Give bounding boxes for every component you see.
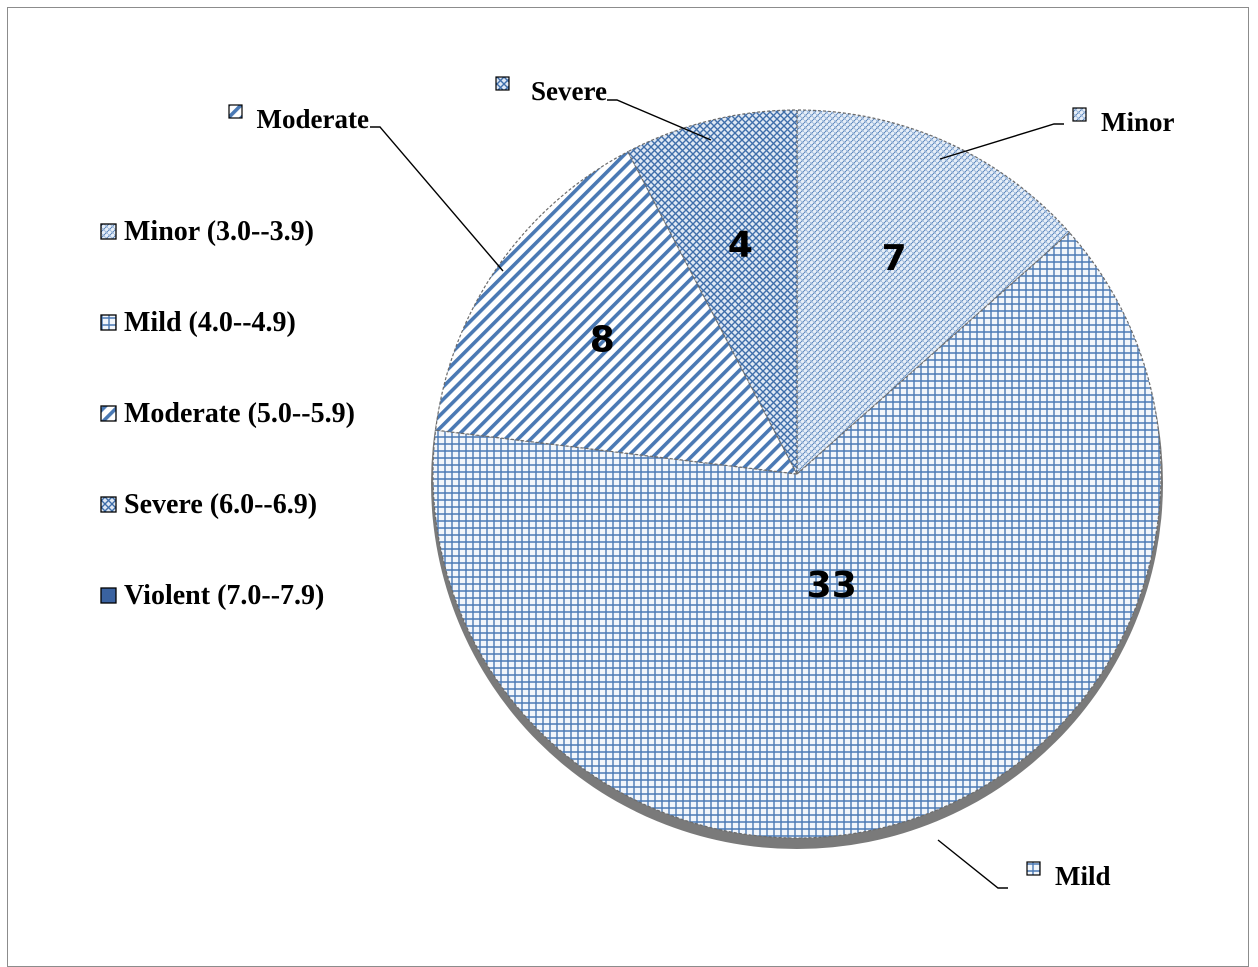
legend-swatch — [100, 405, 117, 422]
value-label-minor: 7 — [882, 238, 907, 279]
leader-line-moderate — [370, 126, 504, 272]
pie-slice-severe — [627, 109, 798, 475]
slice-label-mild: Mild — [1026, 861, 1111, 891]
leader-line-minor — [939, 123, 1064, 160]
legend-entry-4: Severe (6.0--6.9) — [100, 489, 317, 520]
slice-label-text-mild: Mild — [1055, 861, 1111, 891]
slice-label-swatch-severe — [495, 76, 510, 91]
legend-label: Minor (3.0--3.9) — [124, 216, 314, 247]
legend-swatch — [100, 496, 117, 513]
legend-label: Severe (6.0--6.9) — [124, 489, 317, 520]
legend-swatch — [100, 314, 117, 331]
slice-label-text-minor: Minor — [1101, 107, 1175, 137]
value-label-moderate: 8 — [590, 320, 615, 361]
slice-label-moderate: Moderate — [228, 104, 369, 134]
legend-label: Moderate (5.0--5.9) — [124, 398, 355, 429]
pie-slice-mild — [432, 231, 1162, 839]
legend-swatch — [100, 223, 117, 240]
pie-slices — [432, 109, 1162, 839]
pie-slice-minor — [796, 109, 1071, 476]
leader-line-severe — [607, 99, 712, 141]
slice-label-text-moderate: Moderate — [257, 104, 369, 134]
leader-lines — [370, 99, 1064, 889]
legend-label: Mild (4.0--4.9) — [124, 307, 296, 338]
legend-entry-5: Violent (7.0--7.9) — [100, 580, 324, 611]
slice-label-swatch-minor — [1072, 107, 1087, 122]
slice-label-swatch-mild — [1026, 861, 1041, 876]
value-label-severe: 4 — [728, 224, 753, 265]
leader-line-mild — [937, 839, 1008, 889]
slice-labels: Minor Mild Moderate Severe — [228, 76, 1175, 891]
slice-label-minor: Minor — [1072, 107, 1175, 137]
slice-label-text-severe: Severe — [531, 76, 607, 106]
legend-entry-3: Moderate (5.0--5.9) — [100, 398, 355, 429]
legend-label: Violent (7.0--7.9) — [124, 580, 324, 611]
legend: Minor (3.0--3.9) Mild (4.0--4.9) Moderate … — [100, 216, 355, 611]
slice-label-severe: Severe — [495, 76, 607, 106]
legend-swatch — [100, 587, 117, 604]
value-labels: 7 33 8 4 — [590, 224, 907, 606]
legend-entry-2: Mild (4.0--4.9) — [100, 307, 296, 338]
value-label-mild: 33 — [807, 565, 857, 606]
slice-label-swatch-moderate — [228, 104, 243, 119]
legend-entry-1: Minor (3.0--3.9) — [100, 216, 314, 247]
pie-slice-moderate — [434, 150, 799, 475]
